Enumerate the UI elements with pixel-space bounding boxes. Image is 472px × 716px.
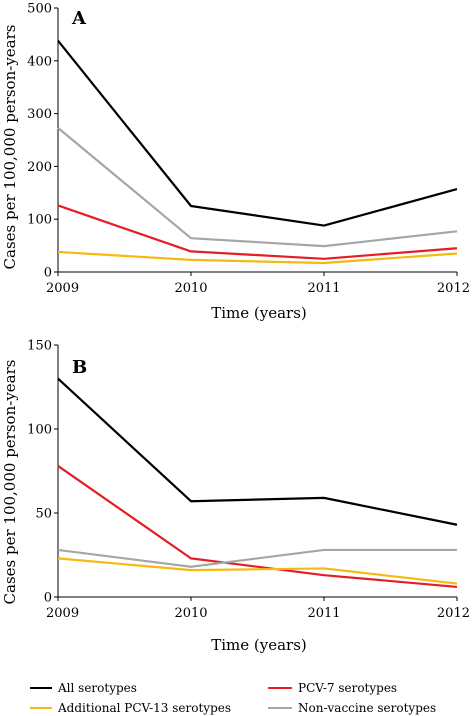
axes: 0 50 100 150 2009 2010 2011 2012 [27,339,470,622]
series-line-pcv-7-serotypes [57,204,458,260]
x-tick-label: 2012 [437,281,470,296]
series-line-non-vaccine-serotypes [57,127,458,248]
legend-label: Additional PCV-13 serotypes [57,701,231,715]
panel-letter: B [72,357,87,378]
legend-item: PCV-7 serotypes [268,681,397,695]
y-tick-label: 0 [44,591,52,606]
legend-item: Non-vaccine serotypes [268,701,436,715]
axes: 0 100 200 300 400 500 2009 2010 2011 2012 [27,2,470,297]
y-tick-label: 100 [27,213,52,228]
x-tick-label: 2009 [46,281,79,296]
series-lines [57,377,458,589]
x-tick-label: 2010 [174,281,207,296]
series-line-all-serotypes [57,40,458,227]
legend-label: All serotypes [57,681,137,695]
series-line-pcv-7-serotypes [57,465,458,589]
legend: All serotypes PCV-7 serotypes Additional… [30,681,436,715]
x-axis-label: Time (years) [211,304,307,322]
y-tick-label: 400 [27,54,52,69]
y-tick-label: 500 [27,2,52,17]
series-line-additional-pcv-13-serotypes [57,557,458,585]
series-line-non-vaccine-serotypes [57,548,457,568]
y-tick-label: 50 [35,507,52,522]
panel-a: A Cases per 100,000 person-years 0 100 200… [1,2,470,323]
y-tick-label: 150 [27,339,52,354]
y-tick-label: 200 [27,160,52,175]
legend-label: Non-vaccine serotypes [298,701,436,715]
y-tick-label: 0 [44,266,52,281]
x-tick-label: 2011 [307,281,340,296]
panel-letter: A [71,8,87,29]
panel-b: B Cases per 100,000 person-years 0 50 100 1… [1,339,470,655]
series-line-all-serotypes [57,377,458,526]
x-tick-label: 2010 [174,606,207,621]
y-axis-label: Cases per 100,000 person-years [1,25,19,270]
y-tick-label: 300 [27,107,52,122]
series-line-additional-pcv-13-serotypes [57,250,458,265]
series-lines [57,40,458,265]
legend-item: All serotypes [30,681,137,695]
y-tick-label: 100 [27,423,52,438]
y-axis-label: Cases per 100,000 person-years [1,360,19,605]
legend-label: PCV-7 serotypes [298,681,397,695]
x-tick-label: 2009 [46,606,79,621]
x-axis-label: Time (years) [211,636,307,654]
x-tick-label: 2012 [437,606,470,621]
x-tick-label: 2011 [307,606,340,621]
legend-item: Additional PCV-13 serotypes [30,701,231,715]
